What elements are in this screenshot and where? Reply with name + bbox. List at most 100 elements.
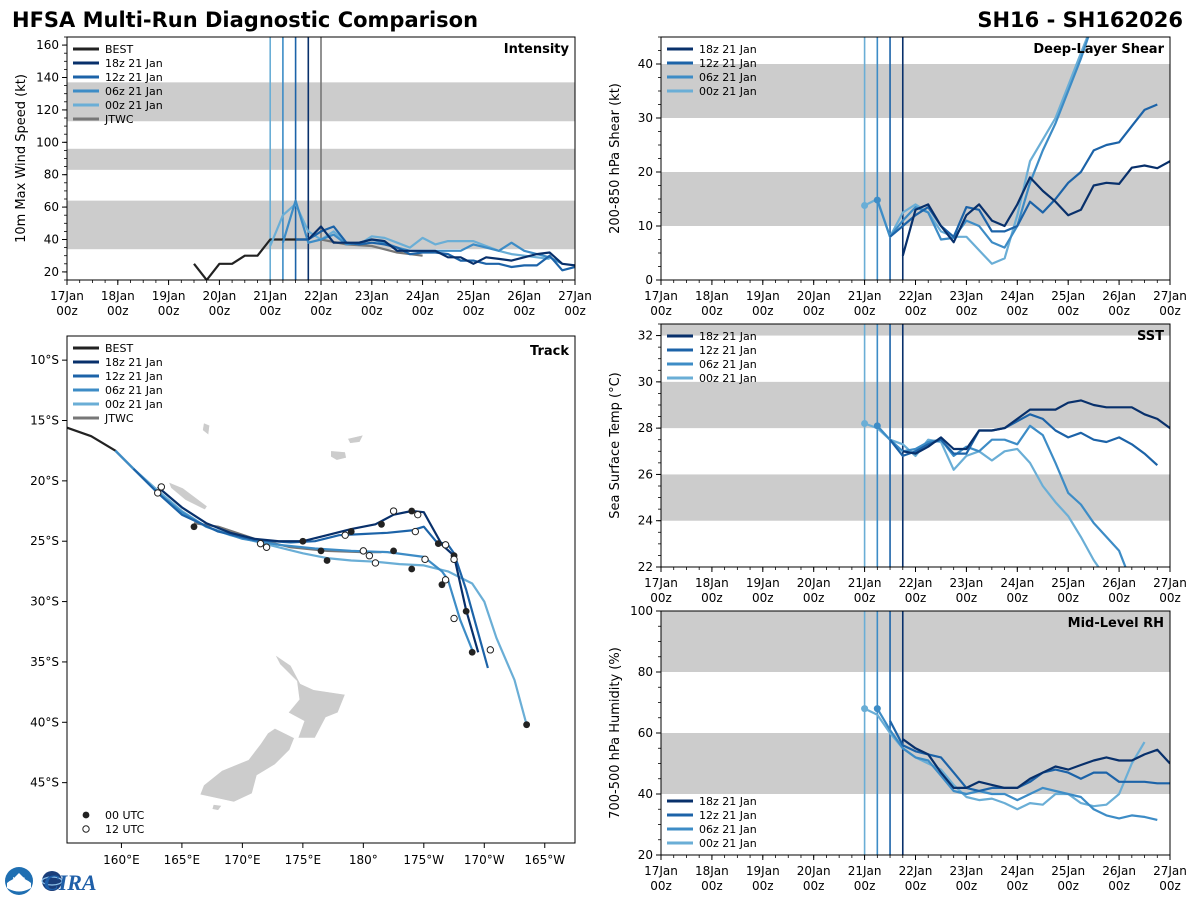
x-tick-label-hour: 00z xyxy=(650,304,672,318)
track-line-best xyxy=(67,426,135,470)
land-vanuatu xyxy=(202,422,211,436)
marker-legend-swatch-12utc xyxy=(82,825,90,833)
land-fiji-vanua-levu xyxy=(347,434,364,444)
marker-00utc xyxy=(347,528,355,535)
x-tick-label-hour: 00z xyxy=(650,591,672,605)
x-tick-label-hour: 00z xyxy=(1159,304,1181,318)
threshold-band xyxy=(661,611,1170,672)
x-tick-label-hour: 00z xyxy=(1057,879,1079,893)
series-line-12z-21-jan xyxy=(295,225,575,272)
globe-icon xyxy=(42,871,62,891)
panel-title: Deep-Layer Shear xyxy=(1033,42,1164,57)
y-tick-label: 140 xyxy=(36,71,59,85)
series-line-00z-21-jan xyxy=(864,37,1089,265)
x-tick-label-hour: 00z xyxy=(56,304,78,318)
marker-12utc xyxy=(157,483,166,491)
marker-12utc xyxy=(441,541,450,549)
x-tick-label-date: 20Jan xyxy=(797,289,831,303)
marker-12utc xyxy=(421,555,429,564)
x-tick-label-hour: 00z xyxy=(412,304,434,318)
x-tick-label-hour: 00z xyxy=(701,304,723,318)
x-tick-label-date: 20Jan xyxy=(797,576,831,590)
y-tick-label: 15°S xyxy=(30,414,59,428)
legend-label-18z-21-jan: 18z 21 Jan xyxy=(105,356,163,369)
threshold-band xyxy=(661,474,1170,521)
legend-label-jtwc: JTWC xyxy=(104,412,134,425)
rh-panel: 2040608010017Jan00z18Jan00z19Jan00z20Jan… xyxy=(608,604,1187,893)
legend-label-06z-21-jan: 06z 21 Jan xyxy=(699,71,757,84)
marker-12utc xyxy=(359,547,368,555)
series-line-18z-21-jan xyxy=(902,399,1170,455)
legend-label-12z-21-jan: 12z 21 Jan xyxy=(105,370,163,383)
x-tick-label: 180° xyxy=(349,853,378,867)
x-tick-label-hour: 00z xyxy=(463,304,485,318)
legend-label-06z-21-jan: 06z 21 Jan xyxy=(105,85,163,98)
y-tick-label: 40 xyxy=(638,787,653,801)
noaa-wave-icon xyxy=(7,878,31,892)
x-tick-label-hour: 00z xyxy=(1007,879,1029,893)
y-tick-label: 0 xyxy=(645,273,653,287)
series-line-18z-21-jan xyxy=(901,160,1170,256)
legend-label-06z-21-jan: 06z 21 Jan xyxy=(699,823,757,836)
y-axis-label: 200-850 hPa Shear (kt) xyxy=(608,83,623,234)
x-tick-label-hour: 00z xyxy=(701,591,723,605)
series-line-06z-21-jan xyxy=(876,708,1158,821)
x-tick-label-hour: 00z xyxy=(1159,591,1181,605)
storm-id: SH16 - SH162026 xyxy=(977,8,1183,32)
track-line-jtwc xyxy=(193,522,382,554)
y-tick-label: 30 xyxy=(638,375,653,389)
marker-12utc xyxy=(411,527,420,536)
x-tick-label-date: 22Jan xyxy=(899,864,933,878)
x-tick-label-date: 26Jan xyxy=(1102,864,1136,878)
x-tick-label-date: 23Jan xyxy=(950,864,984,878)
legend-label-18z-21-jan: 18z 21 Jan xyxy=(699,43,757,56)
legend-label-best: BEST xyxy=(105,43,133,56)
panel-title: Track xyxy=(530,344,569,359)
x-tick-label-date: 22Jan xyxy=(899,576,933,590)
y-tick-label: 40°S xyxy=(30,715,59,729)
x-tick-label-hour: 00z xyxy=(1057,591,1079,605)
x-tick-label: 175°W xyxy=(403,853,444,867)
x-tick-label-date: 19Jan xyxy=(746,289,780,303)
plot-area xyxy=(661,324,1170,567)
x-tick-label-hour: 00z xyxy=(1007,591,1029,605)
threshold-band xyxy=(661,172,1170,226)
legend-label-06z-21-jan: 06z 21 Jan xyxy=(105,384,163,397)
y-tick-label: 24 xyxy=(638,514,653,528)
y-tick-label: 30°S xyxy=(30,595,59,609)
x-tick-label-date: 21Jan xyxy=(848,864,882,878)
x-tick-label-date: 21Jan xyxy=(848,576,882,590)
noaa-logo-text: NOAA xyxy=(13,876,26,881)
x-tick-label-date: 18Jan xyxy=(695,289,729,303)
x-tick-label-date: 26Jan xyxy=(1102,576,1136,590)
x-tick-label-hour: 00z xyxy=(158,304,180,318)
land-fiji-viti-levu xyxy=(330,450,347,461)
noaa-bird-icon xyxy=(13,873,25,879)
series-start-marker xyxy=(873,705,881,713)
series-start-marker xyxy=(873,422,881,430)
legend-label-12z-21-jan: 12z 21 Jan xyxy=(699,57,757,70)
marker-00utc xyxy=(408,507,416,515)
legend-label-12z-21-jan: 12z 21 Jan xyxy=(105,71,163,84)
series-line-00z-21-jan xyxy=(864,422,1100,567)
marker-12utc xyxy=(256,539,265,548)
plot-frame xyxy=(66,335,576,844)
track-line-18z-21-jan xyxy=(156,486,480,653)
cira-logo: NOAA CIRA xyxy=(5,867,97,895)
series-line-06z-21-jan xyxy=(876,424,1127,567)
x-tick-label-hour: 00z xyxy=(1108,879,1130,893)
x-tick-label-hour: 00z xyxy=(905,304,927,318)
marker-00utc xyxy=(434,540,442,548)
y-tick-label: 20 xyxy=(44,265,59,279)
series-line-12z-21-jan xyxy=(889,720,1170,793)
x-tick-label: 170°W xyxy=(464,853,505,867)
y-tick-label: 60 xyxy=(638,726,653,740)
legend-label-18z-21-jan: 18z 21 Jan xyxy=(105,57,163,70)
sst-panel: 22242628303217Jan00z18Jan00z19Jan00z20Ja… xyxy=(608,323,1187,605)
series-start-marker xyxy=(873,196,881,204)
series-line-06z-21-jan xyxy=(876,37,1090,249)
series-start-marker xyxy=(861,705,869,713)
